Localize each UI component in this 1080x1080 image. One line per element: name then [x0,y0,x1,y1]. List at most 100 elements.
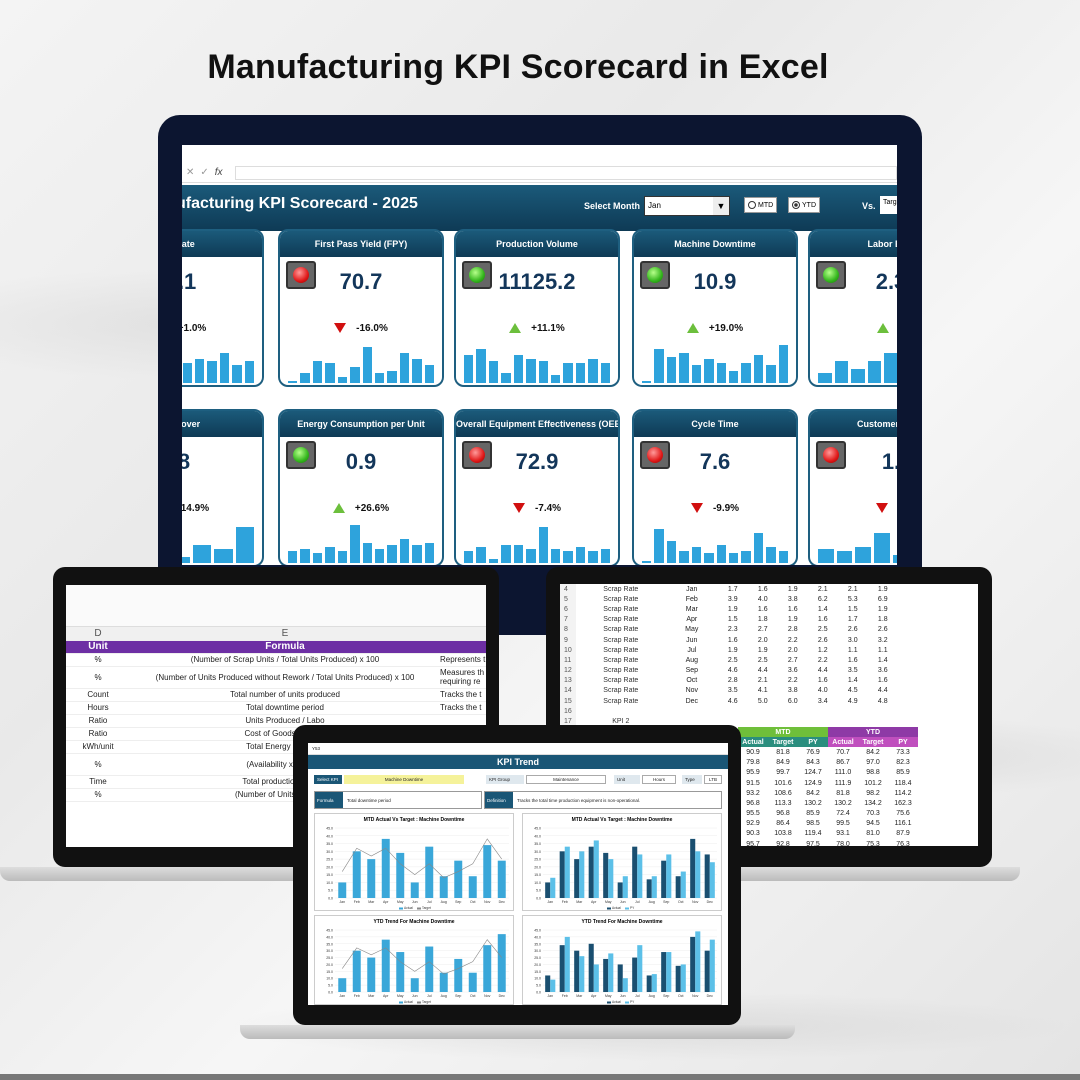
value-cell[interactable]: 6.0 [787,697,798,705]
value-cell[interactable] [778,706,808,716]
value-cell[interactable]: 3.5 [727,687,738,695]
month-cell[interactable]: Feb [685,595,698,603]
kpi-cell[interactable]: Scrap Rate [603,605,639,613]
name-box[interactable]: Y53 [308,743,728,755]
value-cell[interactable]: 6.2 [817,595,828,603]
kpi-cell[interactable]: Scrap Rate [603,636,639,644]
value-cell[interactable]: 93.2 [746,789,760,797]
formula-cell[interactable]: Units Produced / Labo [130,714,440,728]
value-cell[interactable]: 1.7 [847,616,858,624]
value-cell[interactable]: 1.9 [877,605,888,613]
formula-cell[interactable]: (Number of Scrap Units / Total Units Pro… [130,653,440,667]
kpi-cell[interactable]: Scrap Rate [603,677,639,685]
value-cell[interactable]: 81.8 [836,789,850,797]
month-dropdown[interactable]: Jan ▼ [644,196,730,216]
value-cell[interactable]: 1.9 [727,646,738,654]
value-cell[interactable]: 1.9 [877,585,888,593]
value-cell[interactable]: 3.5 [847,667,858,675]
month-cell[interactable]: Jan [686,585,698,593]
value-cell[interactable]: 84.3 [806,759,820,767]
row-number[interactable]: 14 [560,685,576,697]
value-cell[interactable]: 1.1 [877,646,888,654]
kpi-cell[interactable] [576,706,666,716]
kpi-cell[interactable]: KPI 2 [612,718,630,726]
kpi-card[interactable]: Production Volume 11125.2 +11.1% [454,229,620,387]
unit-cell[interactable]: kWh/unit [66,740,130,754]
value-cell[interactable]: 103.8 [774,830,792,838]
value-cell[interactable]: 1.4 [877,656,888,664]
value-cell[interactable]: 84.2 [866,748,880,756]
ytd-radio[interactable]: YTD [788,197,820,213]
value-cell[interactable]: 4.4 [817,667,828,675]
value-cell[interactable]: 94.5 [866,820,880,828]
value-cell[interactable]: 72.4 [836,810,850,818]
value-cell[interactable]: 4.9 [847,697,858,705]
row-number[interactable]: 9 [560,634,576,646]
unit-cell[interactable]: Count [66,688,130,702]
value-cell[interactable]: 84.2 [806,789,820,797]
value-cell[interactable] [748,706,778,716]
value-cell[interactable] [808,706,838,716]
value-cell[interactable]: 3.0 [847,636,858,644]
formula-cell[interactable]: Total number of units produced [130,688,440,702]
value-cell[interactable]: 1.4 [847,677,858,685]
value-cell[interactable]: 81.0 [866,830,880,838]
kpi-card[interactable]: Customer Retur 1. -1 [808,409,897,565]
value-cell[interactable]: 130.2 [834,799,852,807]
value-cell[interactable]: 2.8 [787,626,798,634]
value-cell[interactable]: 4.1 [757,687,768,695]
value-cell[interactable]: 78.0 [836,840,850,846]
row-number[interactable]: 16 [560,706,576,717]
value-cell[interactable]: 2.7 [787,656,798,664]
kpi-cell[interactable]: Scrap Rate [603,585,639,593]
unit-cell[interactable]: Ratio [66,727,130,741]
value-cell[interactable]: 3.8 [787,595,798,603]
value-cell[interactable]: 3.4 [817,697,828,705]
value-cell[interactable]: 95.5 [746,810,760,818]
kpi-card[interactable]: p Rate 2.1 +1.0% [182,229,264,387]
value-cell[interactable]: 1.9 [787,616,798,624]
vs-dropdown[interactable]: Targ [880,196,897,214]
unit-cell[interactable]: % [66,653,130,667]
value-cell[interactable]: 70.7 [836,748,850,756]
kpi-card[interactable]: Turnover .8 +14.9% [182,409,264,565]
value-cell[interactable]: 96.8 [746,799,760,807]
value-cell[interactable]: 84.9 [776,759,790,767]
value-cell[interactable]: 6.9 [877,595,888,603]
value-cell[interactable] [748,716,778,726]
column-header-d[interactable]: D [66,627,130,641]
value-cell[interactable]: 2.0 [787,646,798,654]
value-cell[interactable]: 75.6 [896,810,910,818]
value-cell[interactable]: 93.1 [836,830,850,838]
value-cell[interactable]: 85.9 [896,769,910,777]
value-cell[interactable]: 3.8 [787,687,798,695]
row-number[interactable]: 17 [560,716,576,727]
value-cell[interactable] [778,716,808,726]
row-number[interactable]: 12 [560,665,576,676]
value-cell[interactable]: 1.5 [727,616,738,624]
value-cell[interactable]: 1.5 [847,605,858,613]
value-cell[interactable]: 1.2 [817,646,828,654]
row-number[interactable]: 4 [560,584,576,595]
kpi-cell[interactable]: Scrap Rate [603,697,639,705]
row-number[interactable]: 10 [560,645,576,656]
row-number[interactable]: 7 [560,614,576,625]
value-cell[interactable]: 111.0 [834,769,852,777]
kpi-card[interactable]: Labor Effic 2.3 + [808,229,897,387]
value-cell[interactable]: 4.6 [727,667,738,675]
value-cell[interactable]: 97.0 [866,759,880,767]
unit-cell[interactable]: Ratio [66,714,130,728]
value-cell[interactable]: 118.4 [894,779,912,787]
unit-cell[interactable]: Hours [66,701,130,715]
row-number[interactable]: 15 [560,696,576,707]
value-cell[interactable]: 5.0 [757,697,768,705]
column-header-e[interactable]: E [130,627,440,641]
value-cell[interactable]: 3.6 [877,667,888,675]
value-cell[interactable]: 81.8 [776,748,790,756]
value-cell[interactable]: 113.3 [774,799,792,807]
month-cell[interactable]: Dec [685,697,699,705]
kpi-card[interactable]: Energy Consumption per Unit 0.9 +26.6% [278,409,444,565]
value-cell[interactable] [868,716,898,726]
value-cell[interactable]: 130.2 [804,799,822,807]
definition-cell[interactable]: Tracks the t [440,688,486,702]
